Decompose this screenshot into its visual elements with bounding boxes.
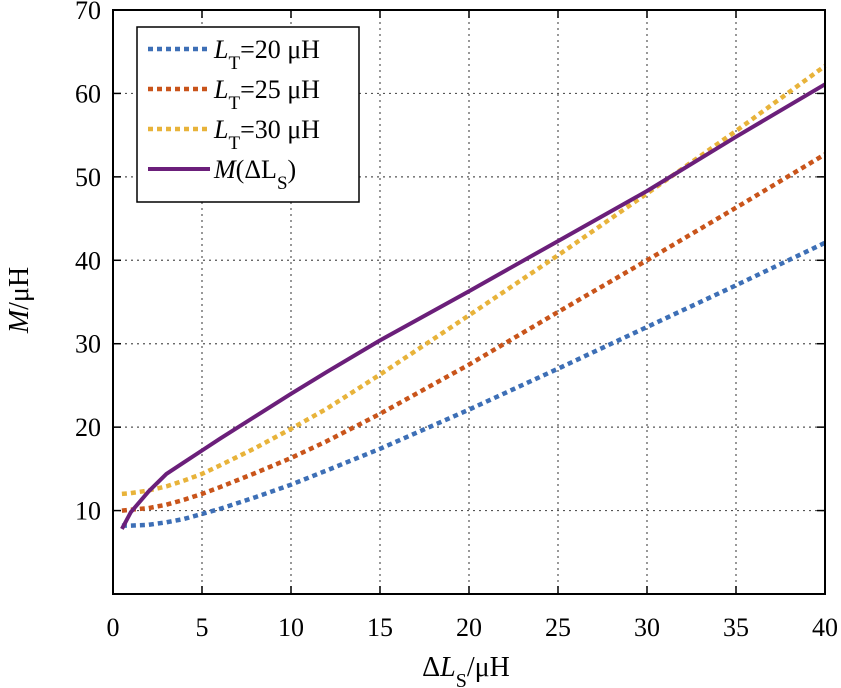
x-tick-label: 0 — [107, 613, 120, 642]
x-tick-label: 40 — [812, 613, 838, 642]
x-tick-label: 10 — [278, 613, 304, 642]
y-tick-label: 30 — [75, 330, 101, 359]
axis-ticks: 0 5 10 15 20 25 30 35 40 10 20 30 40 50 60 70 — [75, 0, 838, 642]
series-line-3 — [121, 64, 827, 497]
series-lines — [120, 64, 827, 530]
x-tick-label: 20 — [456, 613, 482, 642]
y-tick-label: 10 — [75, 497, 101, 526]
legend-label-4: M(ΔLS) — [213, 155, 296, 194]
x-tick-label: 5 — [196, 613, 209, 642]
legend-label-2: LT=25 μH — [213, 75, 320, 114]
grid — [113, 10, 825, 594]
y-tick-label: 60 — [75, 79, 101, 108]
series-line-1 — [121, 240, 826, 528]
series-line-2 — [121, 152, 827, 513]
y-tick-label: 50 — [75, 163, 101, 192]
x-tick-label: 15 — [367, 613, 393, 642]
series-line-4 — [120, 82, 827, 530]
x-tick-label: 35 — [723, 613, 749, 642]
legend-label-3: LT=30 μH — [213, 115, 320, 154]
legend-box — [136, 26, 360, 203]
y-tick-label: 20 — [75, 413, 101, 442]
x-tick-label: 30 — [634, 613, 660, 642]
x-axis-label: ΔLS/μH — [422, 652, 510, 688]
y-axis-label: M/μH — [4, 267, 35, 334]
y-tick-label: 70 — [75, 0, 101, 25]
y-tick-label: 40 — [75, 246, 101, 275]
legend-label-1: LT=20 μH — [213, 35, 320, 74]
x-tick-label: 25 — [545, 613, 571, 642]
